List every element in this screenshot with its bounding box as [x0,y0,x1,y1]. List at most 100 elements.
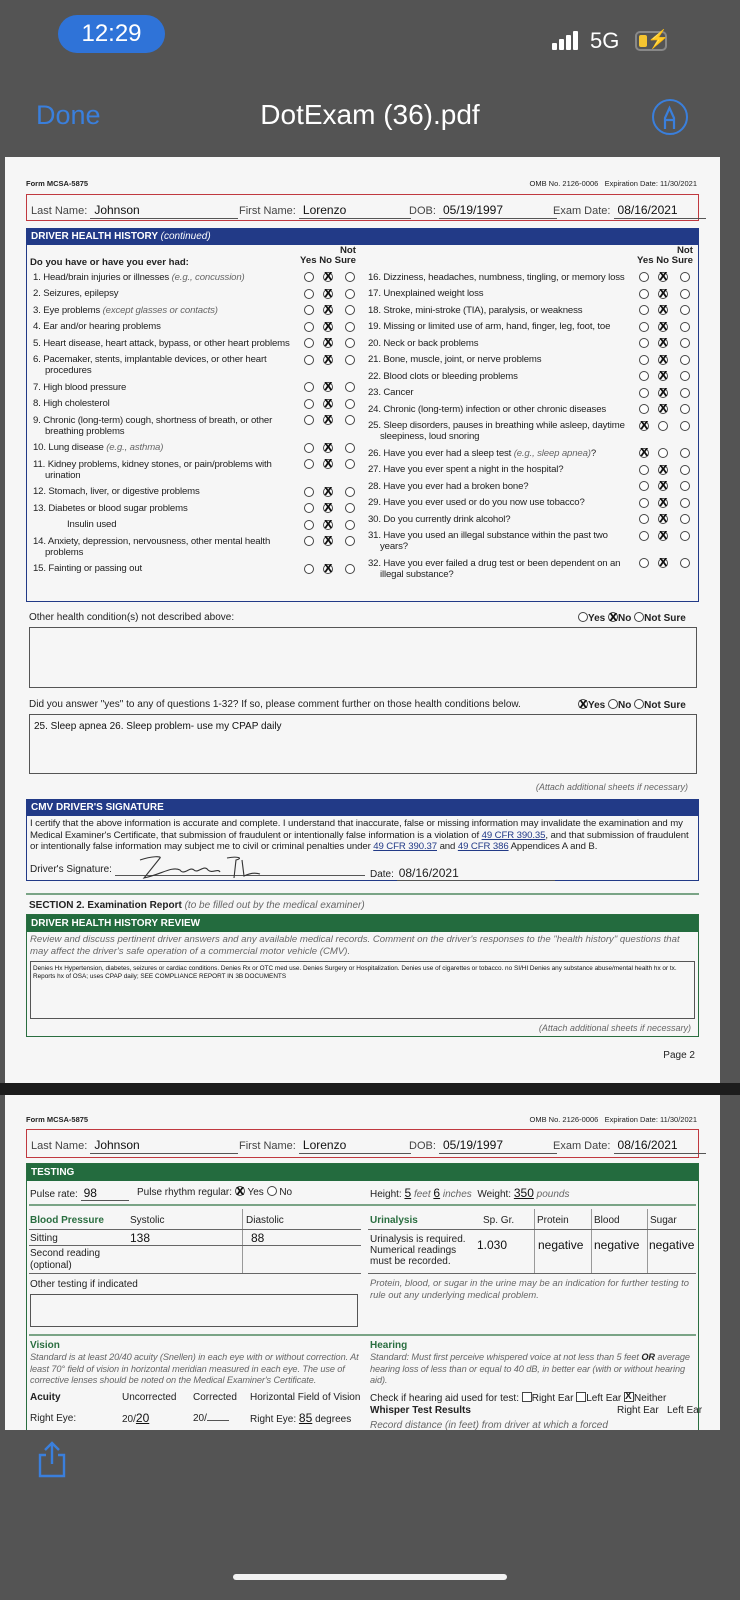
answer-yes-radio[interactable] [639,387,649,398]
first-name-field[interactable]: First Name: Lorenzo [239,203,411,219]
answer-yes-radio[interactable] [304,321,314,332]
answer-no-radio[interactable] [323,458,333,469]
answer-not-sure-radio[interactable] [680,514,690,524]
pulse-rate-field[interactable]: Pulse rate: 98 [30,1186,129,1201]
answer-yes-radio[interactable] [639,354,649,365]
right-eye-uncorrected[interactable]: 20/20 [122,1411,150,1425]
answer-yes-radio[interactable] [639,481,649,491]
answer-no-radio[interactable] [658,513,668,524]
answer-no-radio[interactable] [658,387,668,398]
answer-yes-radio[interactable] [304,288,314,299]
answer-not-sure-radio[interactable] [345,519,355,530]
answer-not-sure-radio[interactable] [345,563,355,574]
bp-sitting-diastolic[interactable]: 88 [251,1231,265,1245]
answer-yes-radio[interactable] [639,305,649,315]
exam-date-field[interactable]: Exam Date: 08/16/2021 [553,1138,706,1154]
answer-yes-radio[interactable] [304,486,314,497]
answer-no-radio[interactable] [323,288,333,299]
answer-not-sure-radio[interactable] [345,486,355,497]
answer-yes-radio[interactable] [639,420,649,431]
answer-no-radio[interactable] [658,288,668,299]
right-eye-field[interactable]: Right Eye: 85 degrees [250,1411,352,1425]
answer-no-radio[interactable] [658,403,668,414]
answer-not-sure-radio[interactable] [345,382,355,392]
answer-yes-radio[interactable] [639,497,649,508]
answer-no-radio[interactable] [658,497,668,508]
other-not-sure-radio[interactable] [634,612,645,622]
answer-yes-radio[interactable] [639,338,649,348]
other-conditions-input[interactable] [29,627,697,688]
answer-yes-radio[interactable] [639,272,649,282]
other-yes-radio[interactable] [578,612,588,622]
cfr-390-35-link[interactable]: 49 CFR 390.35 [481,829,546,841]
yes-comment-input[interactable]: 25. Sleep apnea 26. Sleep problem- use m… [29,714,697,774]
share-icon[interactable] [35,1440,69,1480]
answer-no-radio[interactable] [323,321,333,332]
answer-not-sure-radio[interactable] [680,497,690,508]
bp-sitting-systolic[interactable]: 138 [130,1231,151,1245]
answer-not-sure-radio[interactable] [345,305,355,315]
sp-gr-value[interactable]: 1.030 [477,1238,508,1252]
answer-no-radio[interactable] [323,502,333,513]
answer-no-radio[interactable] [658,530,668,541]
last-name-field[interactable]: Last Name: Johnson [31,1138,239,1154]
answer-not-sure-radio[interactable] [680,338,690,348]
answer-not-sure-radio[interactable] [345,338,355,348]
answer-no-radio[interactable] [323,337,333,348]
answer-no-radio[interactable] [323,398,333,409]
answer-yes-radio[interactable] [639,558,649,568]
answer-not-sure-radio[interactable] [345,321,355,332]
answer-not-sure-radio[interactable] [680,288,690,299]
answer-yes-radio[interactable] [304,354,314,365]
done-button[interactable]: Done [36,100,101,130]
answer-no-radio[interactable] [658,321,668,332]
protein-value[interactable]: negative [538,1238,584,1252]
rhythm-yes-radio[interactable] [234,1185,245,1198]
answer-yes-radio[interactable] [639,447,649,458]
answer-not-sure-radio[interactable] [680,481,690,491]
answer-no-radio[interactable] [658,480,668,491]
answer-no-radio[interactable] [323,304,333,315]
answer-not-sure-radio[interactable] [680,530,690,541]
answer-not-sure-radio[interactable] [680,321,690,332]
answer-not-sure-radio[interactable] [680,371,690,381]
sugar-value[interactable]: negative [649,1238,695,1252]
answer-no-radio[interactable] [323,414,333,425]
answer-yes-radio[interactable] [639,530,649,541]
answer-no-radio[interactable] [658,370,668,381]
answer-yes-radio[interactable] [639,404,649,414]
review-comments-input[interactable]: Denies Hx Hypertension, diabetes, seizur… [30,961,695,1019]
right-eye-corrected[interactable]: 20/ [193,1413,229,1424]
answer-not-sure-radio[interactable] [680,404,690,414]
answer-no-radio[interactable] [658,304,668,315]
answer-yes-radio[interactable] [639,288,649,299]
first-name-field[interactable]: First Name: Lorenzo [239,1138,411,1154]
answer-yes-radio[interactable] [304,519,314,530]
answer-yes-radio[interactable] [304,442,314,453]
answer-no-radio[interactable] [323,519,333,530]
answer-no-radio[interactable] [658,557,668,568]
comment-not-sure-radio[interactable] [634,699,645,709]
answer-no-radio[interactable] [323,442,333,453]
right-ear-checkbox[interactable] [521,1392,532,1402]
answer-no-radio[interactable] [323,271,333,282]
height-weight-field[interactable]: Height: 5 feet 6 inches Weight: 350 poun… [370,1186,570,1200]
answer-not-sure-radio[interactable] [680,448,690,458]
answer-no-radio[interactable] [323,563,333,574]
answer-not-sure-radio[interactable] [345,398,355,409]
answer-not-sure-radio[interactable] [680,558,690,568]
blood-value[interactable]: negative [594,1238,640,1252]
answer-yes-radio[interactable] [304,305,314,315]
comment-yes-radio[interactable] [578,698,588,711]
answer-not-sure-radio[interactable] [680,272,690,282]
last-name-field[interactable]: Last Name: Johnson [31,203,239,219]
answer-yes-radio[interactable] [304,459,314,469]
answer-yes-radio[interactable] [639,514,649,524]
answer-not-sure-radio[interactable] [680,420,690,431]
answer-no-radio[interactable] [658,464,668,475]
answer-not-sure-radio[interactable] [345,288,355,299]
dob-field[interactable]: DOB: 05/19/1997 [409,203,557,219]
answer-yes-radio[interactable] [304,415,314,425]
answer-yes-radio[interactable] [304,338,314,348]
answer-not-sure-radio[interactable] [345,536,355,546]
